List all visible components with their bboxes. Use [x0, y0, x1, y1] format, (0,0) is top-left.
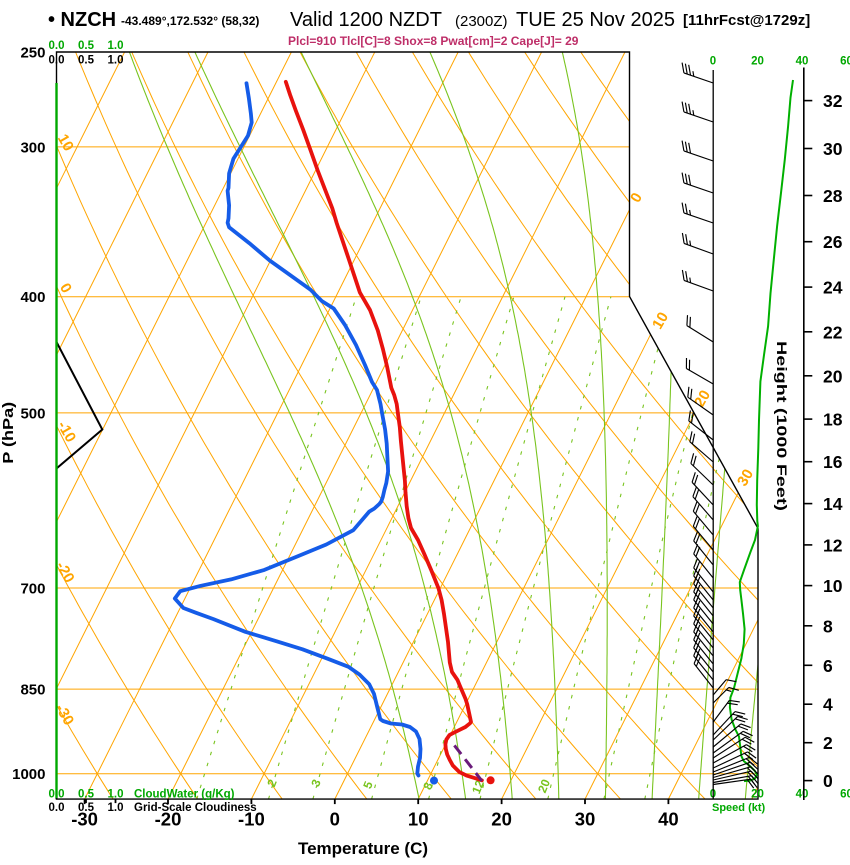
svg-text:0.0: 0.0 — [49, 802, 65, 814]
svg-text:0: 0 — [823, 771, 833, 791]
svg-text:0.0: 0.0 — [49, 40, 65, 52]
svg-text:1.0: 1.0 — [108, 802, 124, 814]
svg-text:8: 8 — [823, 616, 833, 636]
svg-text:0: 0 — [330, 809, 340, 830]
svg-text:20: 20 — [823, 366, 843, 386]
svg-text:300: 300 — [20, 139, 45, 156]
svg-text:TUE 25 Nov 2025: TUE 25 Nov 2025 — [516, 9, 675, 31]
svg-text:850: 850 — [20, 682, 45, 699]
svg-text:32: 32 — [823, 91, 843, 111]
svg-text:Temperature (C): Temperature (C) — [298, 839, 428, 858]
svg-text:2: 2 — [823, 733, 833, 753]
svg-text:4: 4 — [823, 695, 833, 715]
svg-text:Plcl=910 Tlcl[C]=8 Shox=8 Pwat: Plcl=910 Tlcl[C]=8 Shox=8 Pwat[cm]=2 Cap… — [288, 34, 579, 48]
svg-text:28: 28 — [823, 186, 843, 206]
svg-text:CloudWater (g/Kg): CloudWater (g/Kg) — [134, 789, 235, 801]
svg-text:18: 18 — [823, 410, 843, 430]
svg-text:30: 30 — [734, 466, 757, 489]
svg-text:0.5: 0.5 — [78, 789, 95, 801]
svg-text:0.5: 0.5 — [78, 55, 95, 67]
svg-text:12: 12 — [469, 778, 487, 796]
svg-text:60: 60 — [840, 789, 850, 801]
svg-text:-20: -20 — [155, 809, 182, 830]
svg-text:16: 16 — [823, 452, 843, 472]
svg-text:20: 20 — [535, 777, 553, 795]
svg-text:1.0: 1.0 — [108, 40, 124, 52]
svg-text:(2300Z): (2300Z) — [455, 13, 508, 30]
svg-text:6: 6 — [823, 656, 833, 676]
svg-text:20: 20 — [751, 56, 764, 68]
svg-text:2: 2 — [264, 777, 280, 789]
svg-text:• NZCH: • NZCH — [48, 9, 116, 31]
svg-text:22: 22 — [823, 322, 843, 342]
svg-text:8: 8 — [420, 780, 436, 792]
svg-text:-43.489°,172.532° (58,32): -43.489°,172.532° (58,32) — [121, 14, 259, 28]
svg-text:1.0: 1.0 — [108, 789, 124, 801]
svg-text:40: 40 — [796, 56, 809, 68]
svg-text:20: 20 — [751, 789, 764, 801]
svg-text:700: 700 — [20, 580, 45, 597]
svg-text:60: 60 — [840, 56, 850, 68]
svg-text:10: 10 — [649, 309, 672, 332]
svg-text:1.0: 1.0 — [108, 55, 124, 67]
svg-text:[11hrFcst@1729z]: [11hrFcst@1729z] — [683, 12, 810, 29]
svg-text:20: 20 — [491, 809, 512, 830]
svg-text:0.0: 0.0 — [49, 55, 65, 67]
svg-text:26: 26 — [823, 232, 843, 252]
svg-text:1000: 1000 — [12, 766, 45, 783]
svg-text:30: 30 — [575, 809, 596, 830]
svg-text:14: 14 — [823, 494, 843, 514]
svg-text:40: 40 — [658, 809, 679, 830]
svg-text:-10: -10 — [238, 809, 265, 830]
svg-text:30: 30 — [823, 139, 843, 159]
svg-text:20: 20 — [691, 387, 714, 410]
svg-text:10: 10 — [54, 131, 77, 154]
svg-text:24: 24 — [823, 278, 843, 298]
svg-text:10: 10 — [823, 576, 843, 596]
svg-text:5: 5 — [360, 779, 376, 791]
svg-text:Grid-Scale Cloudiness: Grid-Scale Cloudiness — [134, 802, 257, 814]
svg-text:250: 250 — [20, 44, 45, 61]
svg-text:P (hPa): P (hPa) — [1, 402, 17, 464]
svg-text:Valid 1200 NZDT: Valid 1200 NZDT — [290, 9, 442, 31]
svg-text:0.5: 0.5 — [78, 802, 95, 814]
svg-text:3: 3 — [308, 777, 324, 789]
svg-text:400: 400 — [20, 289, 45, 306]
svg-text:500: 500 — [20, 405, 45, 422]
svg-text:Speed (kt): Speed (kt) — [712, 802, 766, 814]
svg-text:-30: -30 — [71, 809, 98, 830]
svg-text:0: 0 — [710, 56, 716, 68]
svg-text:12: 12 — [823, 535, 843, 555]
svg-text:10: 10 — [408, 809, 429, 830]
svg-text:Height (1000 Feet): Height (1000 Feet) — [774, 341, 789, 511]
svg-text:40: 40 — [796, 789, 809, 801]
svg-text:0.5: 0.5 — [78, 40, 95, 52]
